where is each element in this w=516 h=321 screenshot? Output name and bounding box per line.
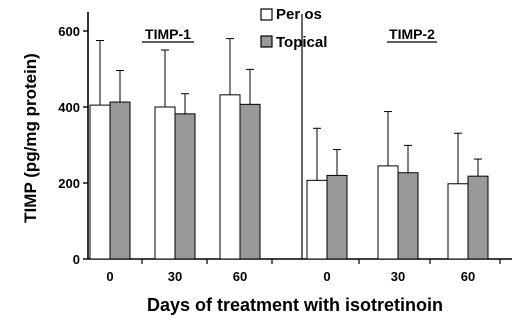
bar-topical [109,101,131,260]
x-tick-label: 60 [461,269,475,284]
y-axis-ticks: 0 200 400 600 [58,24,88,267]
x-tick-label: 30 [391,269,405,284]
legend-swatch-topical [260,35,273,48]
bar-topical [467,175,489,260]
x-tick-label: 60 [233,269,247,284]
legend-label-per-os: Per os [276,6,322,23]
bar-topical [174,113,196,260]
bar-per-os [447,183,469,260]
y-tick-label: 200 [58,176,80,191]
bar-topical [397,172,419,260]
legend-label-topical: Topical [276,34,327,51]
bar-topical [326,174,348,260]
x-tick-label: 0 [106,269,113,284]
legend-swatch-per-os [260,8,273,21]
bar-per-os [89,104,111,260]
y-tick-label: 0 [73,252,80,267]
x-tick-label: 30 [168,269,182,284]
y-axis-label: TIMP (pg/mg protein) [21,53,40,223]
svg-text:TIMP-1: TIMP-1 [145,26,191,42]
x-axis-label: Days of treatment with isotretinoin [147,295,443,315]
bar-topical [239,103,261,260]
bar-per-os [154,106,176,260]
panel-label-timp-2: TIMP-2 [387,26,437,43]
y-tick-label: 600 [58,24,80,39]
x-tick-label: 0 [323,269,330,284]
svg-text:TIMP-2: TIMP-2 [389,26,435,42]
panel-label-timp-1: TIMP-1 [142,26,194,43]
y-tick-label: 400 [58,100,80,115]
bar-per-os [306,179,328,260]
bar-per-os [219,94,241,260]
plot-area [87,12,512,260]
bar-per-os [377,165,399,260]
x-axis-ticks: 0 30 60 0 30 60 [106,259,501,284]
legend: Per os Topical [260,6,327,51]
